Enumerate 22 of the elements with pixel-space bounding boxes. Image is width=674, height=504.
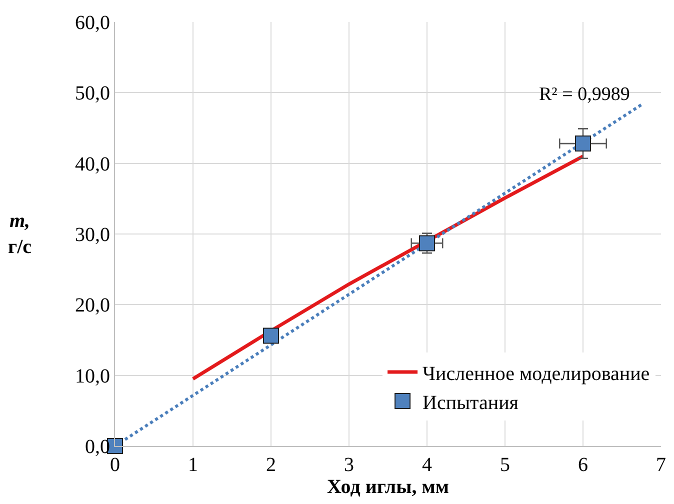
x-axis-title: Ход иглы, мм: [326, 476, 450, 498]
x-tick-label: 6: [578, 454, 588, 476]
point: [575, 136, 591, 152]
y-tick-label: 50,0: [75, 82, 110, 105]
x-tick-label: 5: [500, 454, 510, 476]
x-tick-label: 7: [656, 454, 666, 476]
legend-label: Испытания: [422, 392, 518, 414]
x-tick-label: 3: [344, 454, 354, 476]
point: [263, 328, 279, 344]
y-tick-label: 30,0: [75, 224, 110, 246]
y-tick-label: 60,0: [75, 12, 110, 34]
y-axis-title: m, г/с: [8, 210, 32, 258]
x-tick-label: 0: [110, 454, 120, 476]
y-tick-label: 40,0: [75, 153, 110, 176]
point: [419, 235, 435, 252]
x-tick-label: 1: [188, 454, 198, 476]
annotation: R² = 0,9989: [539, 84, 630, 105]
x-tick-label: 4: [422, 454, 432, 476]
y-tick-label: 10,0: [75, 365, 110, 388]
legend-label: Численное моделирование: [422, 362, 650, 385]
x-tick-label: 2: [266, 454, 276, 476]
y-tick-label: 20,0: [75, 294, 110, 317]
